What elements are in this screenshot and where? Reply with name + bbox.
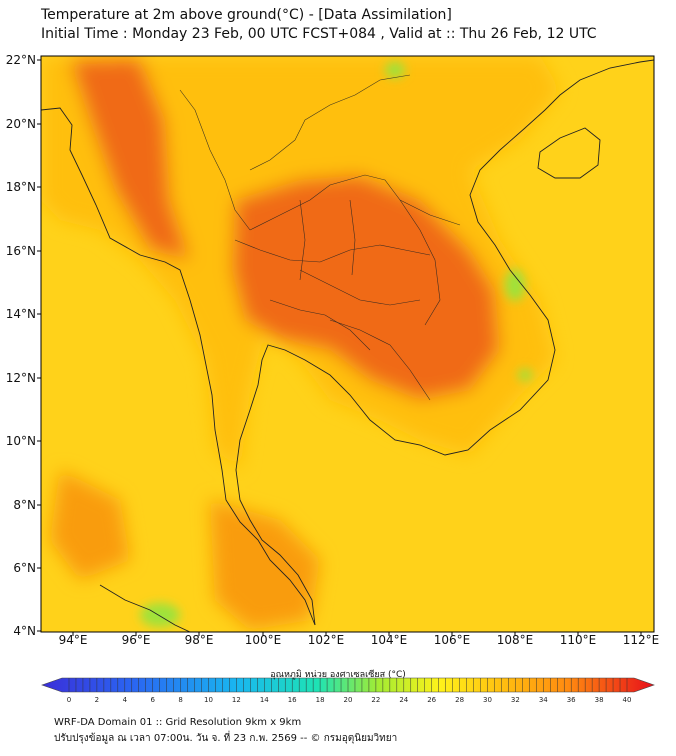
colorbar-tick-label: 2 <box>94 696 100 704</box>
map-title: Temperature at 2m above ground(°C) - [Da… <box>41 7 452 23</box>
cool-patch-north <box>385 62 405 78</box>
lon-label: 102°E <box>307 633 345 647</box>
lat-label: 22°N <box>5 53 36 67</box>
lat-label: 4°N <box>13 624 36 638</box>
myanmar-hot-zone <box>70 58 190 260</box>
lat-label: 8°N <box>13 498 36 512</box>
lat-label: 16°N <box>5 244 36 258</box>
colorbar-tick-label: 30 <box>483 696 492 704</box>
cool-patch-sumatra <box>140 603 180 627</box>
colorbar-tick-label: 16 <box>287 696 297 704</box>
colorbar <box>41 677 655 693</box>
lat-label: 20°N <box>5 117 36 131</box>
map-frame <box>40 55 655 633</box>
colorbar-tick-label: 20 <box>343 696 353 704</box>
colorbar-tick-label: 18 <box>315 696 325 704</box>
colorbar-tick-label: 22 <box>371 696 381 704</box>
map-subtitle: Initial Time : Monday 23 Feb, 00 UTC FCS… <box>41 26 597 42</box>
lat-label: 12°N <box>5 371 36 385</box>
colorbar-tick-label: 24 <box>399 696 409 704</box>
coastlines <box>41 59 654 632</box>
colorbar-tick-label: 14 <box>259 696 269 704</box>
cool-patch-vietnam <box>505 269 525 301</box>
lon-label: 104°E <box>370 633 408 647</box>
lon-label: 112°E <box>622 633 660 647</box>
central-hot-zone <box>232 175 500 400</box>
colorbar-tick-label: 26 <box>427 696 437 704</box>
footer-grid-info: WRF-DA Domain 01 :: Grid Resolution 9km … <box>54 717 302 728</box>
lat-label: 10°N <box>5 434 36 448</box>
lat-label: 14°N <box>5 307 36 321</box>
colorbar-tick-label: 0 <box>66 696 72 704</box>
lon-label: 94°E <box>58 633 88 647</box>
lon-label: 108°E <box>496 633 534 647</box>
colorbar-tick-label: 4 <box>122 696 128 704</box>
colorbar-tick-label: 40 <box>622 696 632 704</box>
lon-label: 100°E <box>244 633 282 647</box>
colorbar-tick-label: 36 <box>566 696 576 704</box>
axis-ticks <box>37 59 642 636</box>
sea-warm-zone <box>50 470 130 580</box>
colorbar-tick-label: 28 <box>455 696 465 704</box>
colorbar-tick-label: 34 <box>538 696 548 704</box>
lon-label: 96°E <box>121 633 151 647</box>
colorbar-tick-label: 12 <box>231 696 241 704</box>
colorbar-tick-label: 8 <box>178 696 183 704</box>
lat-label: 6°N <box>13 561 36 575</box>
lat-label: 18°N <box>5 180 36 194</box>
cool-patch-south-vietnam <box>518 369 532 381</box>
admin-borders <box>179 74 461 401</box>
colorbar-tick-label: 32 <box>510 696 520 704</box>
lon-label: 110°E <box>559 633 597 647</box>
colorbar-tick-label: 10 <box>204 696 213 704</box>
colorbar-tick-label: 38 <box>594 696 604 704</box>
footer-update-info: ปรับปรุงข้อมูล ณ เวลา 07:00น. วัน จ. ที่… <box>54 733 398 744</box>
lon-label: 106°E <box>433 633 471 647</box>
colorbar-tick-label: 6 <box>150 696 155 704</box>
lon-label: 98°E <box>184 633 214 647</box>
colorbar-label: อุณหภูมิ หน่วย องศาเซลเซียส (°C) <box>270 670 406 680</box>
peninsula-warm-zone <box>210 500 320 630</box>
